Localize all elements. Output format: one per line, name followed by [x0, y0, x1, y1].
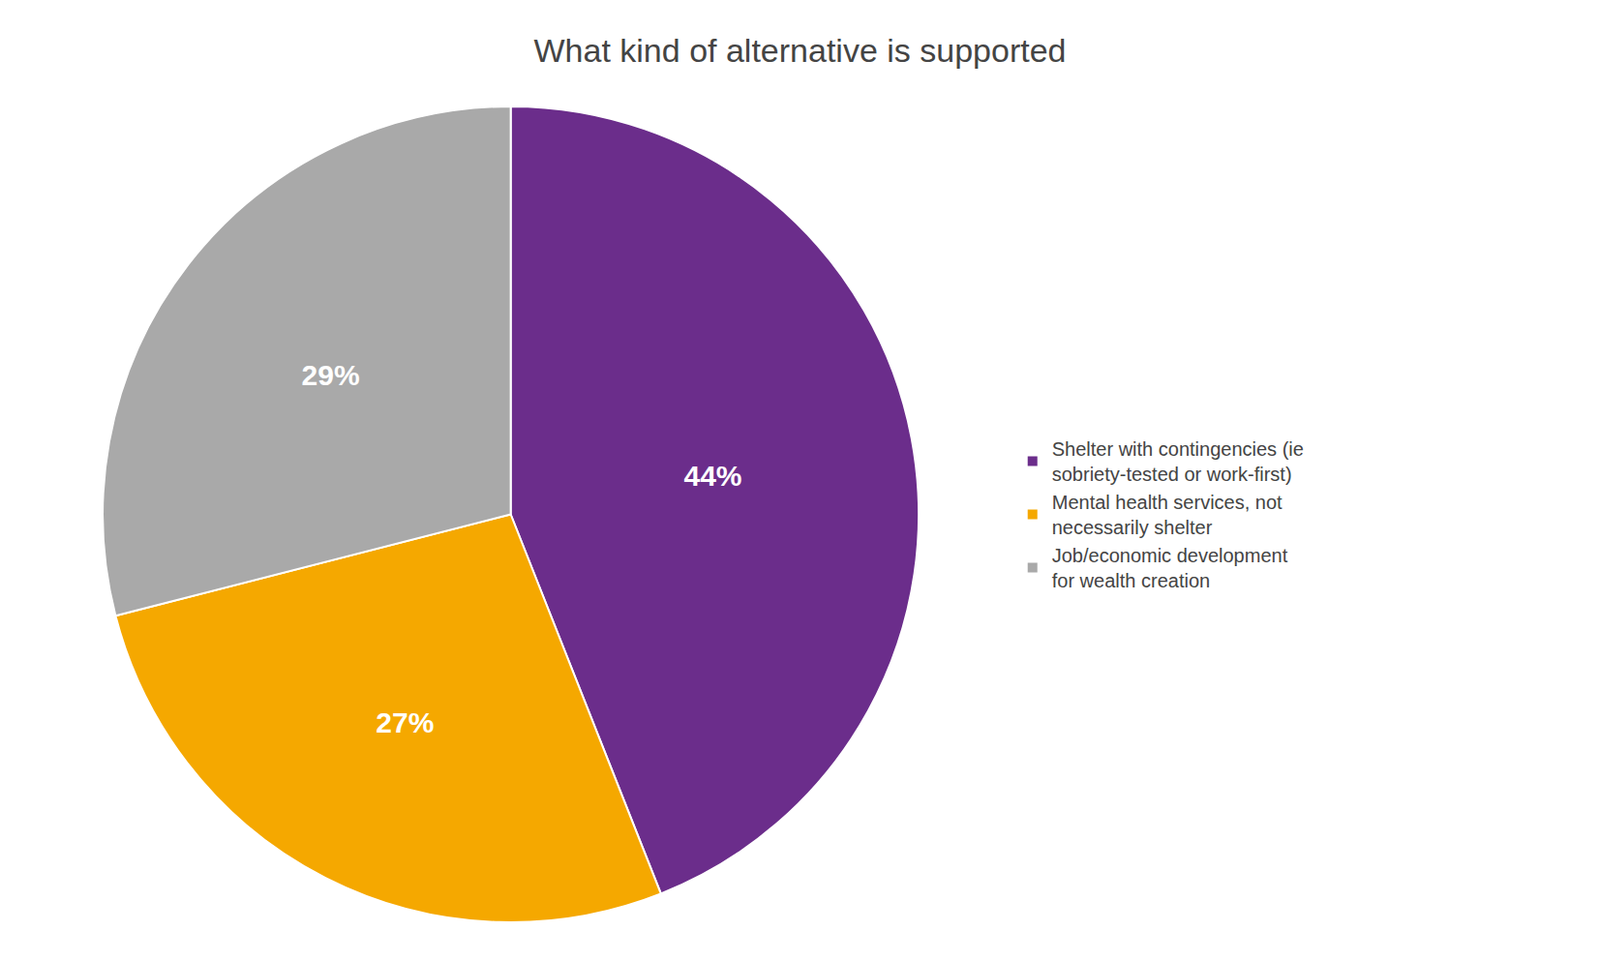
svg-text:29%: 29%	[301, 359, 361, 392]
svg-text:27%: 27%	[375, 706, 434, 739]
svg-text:What kind of alternative is su: What kind of alternative is supported	[534, 31, 1067, 69]
svg-text:Shelter with contingencies (ie: Shelter with contingencies (iesobriety-t…	[1052, 438, 1304, 485]
svg-text:44%: 44%	[683, 459, 742, 492]
svg-text:Job/economic developmentfor we: Job/economic developmentfor wealth creat…	[1052, 544, 1289, 592]
svg-text:Mental health services, notnec: Mental health services, notnecessarily s…	[1052, 491, 1283, 539]
